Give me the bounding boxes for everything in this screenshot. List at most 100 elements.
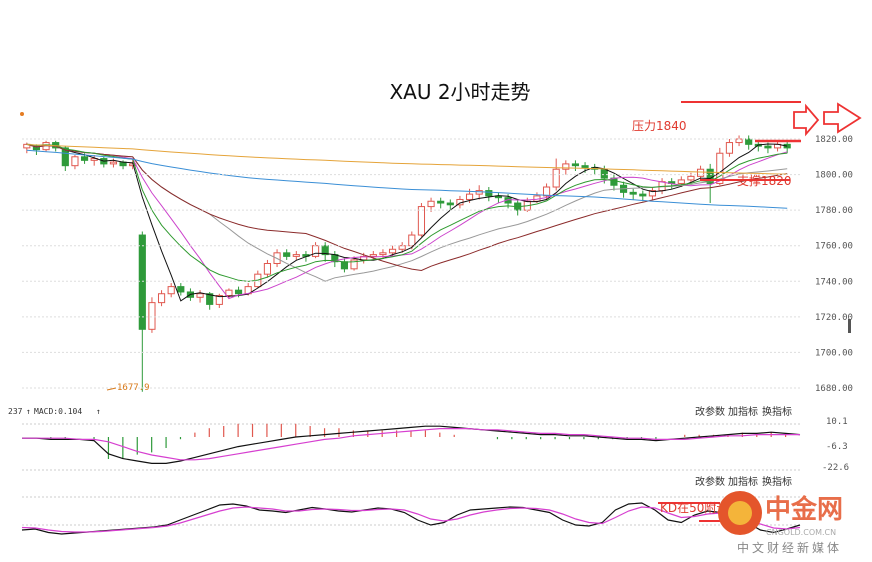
candle-body: [465, 193, 474, 200]
candle-body: [417, 206, 426, 236]
candle-body: [571, 163, 580, 167]
watermark-domain: CNGOLD.COM.CN: [766, 528, 836, 537]
candle-body: [485, 190, 493, 197]
candle-body: [552, 168, 560, 188]
candle-body: [263, 263, 272, 275]
candle-body: [177, 286, 185, 293]
candle-body: [379, 252, 387, 256]
candle-body: [716, 152, 724, 184]
macd-panel: 237 ↑ MACD:0.104 ↑ 10.1 -6.3 -22.6 改参数 加…: [8, 405, 849, 473]
macd-left-label: 237: [8, 407, 23, 416]
price-tick-label: 1680.00: [815, 384, 853, 394]
candle-body: [677, 179, 685, 184]
ma-line-ma5: [26, 143, 788, 302]
macd-add-indicator-button[interactable]: 加指标: [728, 405, 758, 418]
ma-line-ma250: [26, 144, 788, 175]
candle-body: [157, 293, 166, 304]
kd-add-indicator-button[interactable]: 加指标: [728, 475, 758, 488]
price-tick-label: 1800.00: [815, 171, 853, 181]
candle-body: [562, 163, 570, 170]
macd-tick: 10.1: [826, 417, 848, 427]
candle-body: [234, 289, 243, 295]
ma-line-ma120: [26, 149, 788, 209]
ma-line-ma30: [26, 143, 788, 272]
kd-annotation: KD在50附近: [660, 501, 728, 515]
macd-histogram: [50, 423, 787, 459]
candle-body: [687, 175, 695, 181]
candle-body: [311, 245, 320, 257]
chart-title: XAU 2小时走势: [389, 80, 530, 104]
candle-body: [225, 289, 233, 297]
price-tick-label: 1740.00: [815, 277, 853, 287]
candle-body: [725, 142, 734, 154]
price-tick-label: 1700.00: [815, 348, 853, 358]
price-tick-label: 1720.00: [815, 313, 853, 323]
candle-body: [196, 293, 204, 298]
price-axis: 1820.00 1800.00 1780.00 1760.00 1740.00 1720.…: [22, 135, 853, 394]
candle-body: [283, 252, 291, 257]
logo-inner-icon: [728, 501, 752, 525]
candle-body: [215, 295, 223, 305]
candle-body: [398, 245, 406, 250]
candle-body: [340, 261, 349, 270]
kd-d-line: [21, 506, 801, 533]
macd-tick: -22.6: [822, 463, 849, 473]
candle-body: [148, 302, 156, 330]
macd-arrow-icon: ↑: [26, 407, 31, 416]
candle-body: [90, 158, 98, 161]
candle-body: [61, 147, 69, 167]
support-label: 支撑1820: [737, 173, 792, 188]
candle-body: [80, 156, 89, 161]
candle-body: [629, 191, 637, 195]
candle-body: [581, 165, 589, 168]
candle-body: [71, 156, 79, 167]
low-price-pointer: [106, 387, 117, 391]
price-panel: [23, 135, 791, 392]
candle-body: [600, 168, 608, 179]
kd-edit-params-button[interactable]: 改参数: [695, 475, 725, 488]
candle-body: [32, 145, 41, 151]
price-tick-label: 1820.00: [815, 135, 853, 145]
candle-body: [764, 145, 772, 149]
ma-line-ma60: [26, 143, 788, 282]
candle-body: [206, 293, 214, 305]
candle-body: [735, 138, 743, 144]
marker-dot: [20, 112, 24, 116]
macd-tick: -6.3: [826, 442, 848, 452]
macd-switch-indicator-button[interactable]: 换指标: [762, 405, 792, 418]
candle-body: [167, 286, 175, 295]
candle-body: [696, 168, 705, 177]
candle-body: [446, 202, 454, 206]
candle-body: [542, 186, 551, 197]
kd-panel: KD在50附近 改参数 加指标 换指标: [21, 475, 801, 535]
macd-arrow-icon: ↑: [96, 407, 101, 416]
low-price-label: 1677.9: [117, 383, 150, 393]
watermark-slogan: 中文财经新媒体: [737, 540, 842, 555]
candle-body: [292, 254, 300, 257]
candle-body: [321, 245, 329, 256]
arrow-right-icon: [823, 102, 862, 134]
candle-body: [369, 254, 377, 257]
kd-switch-indicator-button[interactable]: 换指标: [762, 475, 792, 488]
resistance-label: 压力1840: [632, 119, 687, 133]
candle-body: [639, 193, 647, 197]
macd-edit-params-button[interactable]: 改参数: [695, 405, 725, 418]
macd-label: MACD:0.104: [34, 407, 82, 416]
price-tick-label: 1760.00: [815, 242, 853, 252]
candle-body: [427, 200, 435, 208]
candle-body: [408, 234, 416, 247]
price-tick-label: 1780.00: [815, 206, 853, 216]
watermark-brand: 中金网: [765, 494, 843, 525]
scroll-handle[interactable]: [848, 319, 851, 333]
candle-body: [388, 248, 397, 254]
candle-body: [475, 190, 483, 195]
candle-body: [109, 161, 118, 165]
watermark: 中金网 CNGOLD.COM.CN 中文财经新媒体: [718, 491, 843, 555]
ma-line-ma10: [26, 143, 788, 300]
candle-body: [437, 200, 445, 204]
candle-body: [138, 234, 146, 330]
candle-body: [648, 190, 657, 197]
macd-dea-line: [22, 428, 800, 461]
candle-body: [350, 259, 358, 270]
